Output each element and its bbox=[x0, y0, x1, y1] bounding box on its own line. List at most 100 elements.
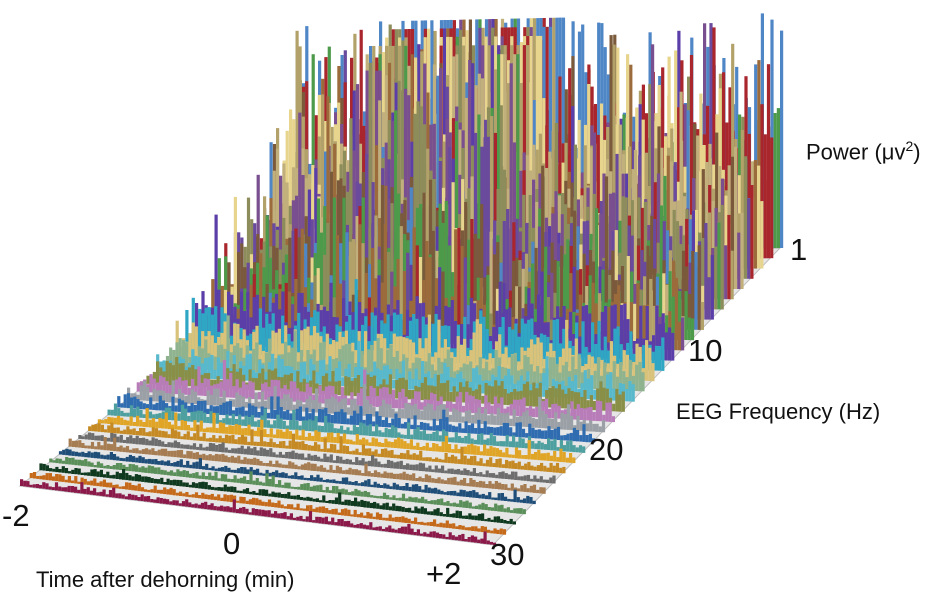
spectrum-bar bbox=[383, 224, 387, 342]
spectrum-bar bbox=[439, 534, 443, 539]
spectrum-bar bbox=[122, 458, 126, 462]
spectrum-bar bbox=[363, 490, 367, 497]
spectrum-bar bbox=[436, 75, 440, 281]
spectrum-bar bbox=[410, 434, 414, 440]
spectrum-bar bbox=[193, 391, 198, 405]
spectrum-bar bbox=[278, 451, 282, 458]
spectrum-bar bbox=[417, 379, 421, 391]
spectrum-bar bbox=[730, 250, 734, 300]
spectrum-bar bbox=[428, 179, 433, 325]
spectrum-bar bbox=[298, 441, 302, 450]
spectrum-bar bbox=[274, 293, 279, 348]
spectrum-bar bbox=[487, 385, 491, 404]
spectrum-bar bbox=[367, 492, 371, 498]
spectrum-bar bbox=[521, 438, 525, 448]
spectrum-bar bbox=[196, 446, 200, 450]
spectrum-bar bbox=[537, 449, 541, 461]
spectrum-bar bbox=[258, 499, 262, 506]
spectrum-bar bbox=[107, 417, 111, 424]
spectrum-bar bbox=[293, 495, 297, 500]
spectrum-bar bbox=[340, 519, 344, 526]
spectrum-bar bbox=[190, 411, 194, 422]
spectrum-bar bbox=[678, 290, 682, 340]
spectrum-bar bbox=[532, 382, 536, 407]
spectrum-bar bbox=[326, 456, 330, 463]
spectrum-bar bbox=[357, 340, 361, 387]
spectrum-bar bbox=[530, 478, 534, 482]
spectrum-bar bbox=[585, 423, 590, 432]
spectrum-bar bbox=[649, 278, 653, 350]
spectrum-bar bbox=[517, 461, 521, 470]
spectrum-bar bbox=[158, 417, 162, 429]
spectrum-bar bbox=[170, 428, 174, 439]
spectrum-bar bbox=[179, 480, 183, 487]
spectrum-bar bbox=[359, 388, 364, 406]
spectrum-bar bbox=[542, 372, 546, 397]
spectrum-bar bbox=[740, 212, 744, 289]
spectrum-bar bbox=[406, 252, 410, 343]
spectrum-bar bbox=[619, 344, 623, 370]
spectrum-bar bbox=[475, 319, 479, 374]
spectrum-bar bbox=[491, 358, 495, 375]
spectrum-bar bbox=[81, 443, 85, 448]
spectrum-bar bbox=[130, 397, 134, 409]
spectrum-bar bbox=[193, 420, 197, 432]
spectrum-bar bbox=[152, 371, 156, 385]
spectrum-bar bbox=[210, 335, 214, 362]
spectrum-bar bbox=[392, 503, 396, 511]
spectrum-bar bbox=[497, 385, 501, 405]
spectrum-bar bbox=[417, 408, 421, 420]
spectrum-bar bbox=[307, 453, 311, 461]
spectrum-bar bbox=[144, 476, 148, 483]
spectrum-bar bbox=[433, 386, 437, 401]
spectrum-bar bbox=[287, 365, 291, 383]
spectrum-bar bbox=[264, 371, 268, 382]
spectrum-bar bbox=[562, 452, 566, 463]
spectrum-bar bbox=[490, 386, 495, 405]
spectrum-bar bbox=[464, 527, 468, 531]
spectrum-bar bbox=[265, 489, 269, 497]
spectrum-bar bbox=[478, 480, 483, 488]
spectrum-bar bbox=[355, 448, 359, 455]
spectrum-bar bbox=[622, 371, 626, 391]
spectrum-bar bbox=[84, 453, 88, 458]
spectrum-bar bbox=[597, 320, 601, 369]
spectrum-bar bbox=[213, 496, 218, 501]
spectrum-bar bbox=[539, 342, 543, 377]
spectrum-bar bbox=[272, 245, 276, 322]
spectrum-bar bbox=[321, 517, 325, 524]
spectrum-bar bbox=[409, 439, 413, 450]
spectrum-bar bbox=[526, 488, 530, 493]
spectrum-bar bbox=[641, 372, 645, 392]
spectrum-bar bbox=[523, 323, 528, 366]
spectrum-bar bbox=[210, 314, 215, 354]
spectrum-bar bbox=[550, 429, 554, 440]
spectrum-bar bbox=[489, 541, 493, 545]
spectrum-bar bbox=[390, 271, 394, 342]
spectrum-bar bbox=[439, 404, 443, 422]
spectrum-bar bbox=[477, 399, 481, 414]
spectrum-bar bbox=[286, 409, 290, 420]
spectrum-bar bbox=[352, 441, 356, 445]
spectrum-bar bbox=[331, 371, 335, 395]
spectrum-bar bbox=[245, 500, 249, 504]
spectrum-bar bbox=[420, 382, 424, 400]
spectrum-bar bbox=[631, 375, 636, 391]
spectrum-bar bbox=[202, 447, 206, 451]
spectrum-bar bbox=[333, 411, 338, 424]
spectrum-bar bbox=[255, 294, 259, 347]
spectrum-bar bbox=[255, 492, 259, 495]
spectrum-bar bbox=[481, 513, 485, 521]
spectrum-bar bbox=[463, 468, 467, 476]
spectrum-bar bbox=[252, 497, 256, 505]
spectrum-bar bbox=[23, 480, 27, 487]
spectrum-bar bbox=[166, 499, 170, 505]
spectrum-bar bbox=[418, 303, 422, 352]
spectrum-bar bbox=[293, 487, 298, 490]
spectrum-bar bbox=[610, 305, 614, 359]
spectrum-bar bbox=[527, 319, 531, 366]
spectrum-bar bbox=[139, 419, 143, 427]
spectrum-bar bbox=[433, 509, 437, 516]
spectrum-bar bbox=[579, 408, 584, 420]
spectrum-bar bbox=[622, 350, 626, 380]
